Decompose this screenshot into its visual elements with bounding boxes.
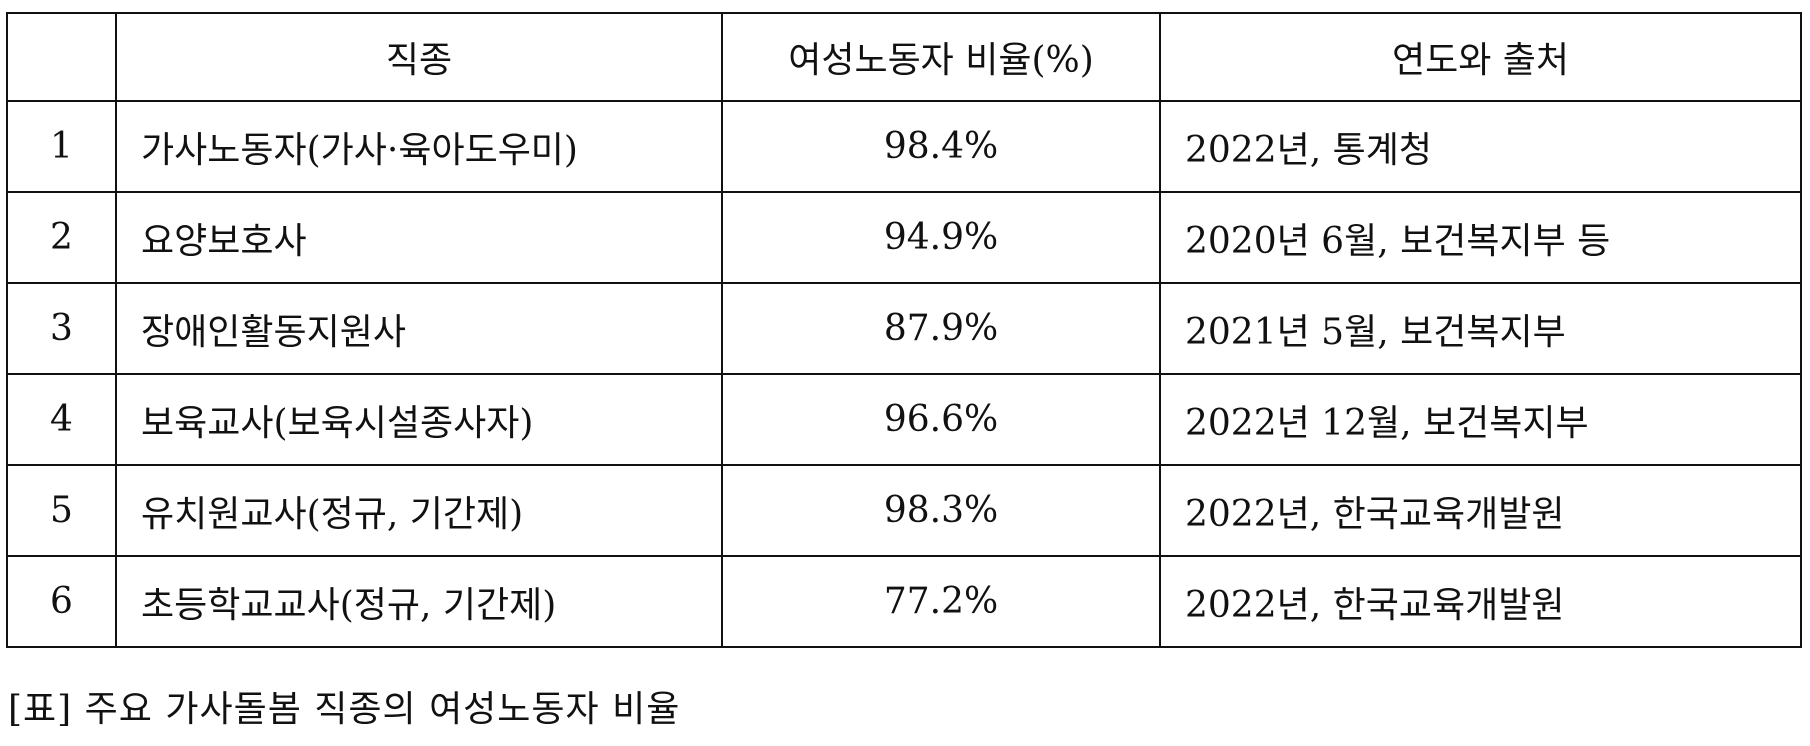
cell-occupation: 유치원교사(정규, 기간제): [115, 464, 723, 557]
cell-female-ratio: 77.2%: [721, 555, 1161, 648]
cell-index: 3: [6, 282, 117, 375]
header-year-source: 연도와 출처: [1159, 12, 1802, 102]
table-row: 3 장애인활동지원사 87.9% 2021년 5월, 보건복지부: [6, 282, 1802, 375]
cell-index: 4: [6, 373, 117, 466]
cell-female-ratio: 87.9%: [721, 282, 1161, 375]
cell-year-source: 2022년, 한국교육개발원: [1159, 555, 1802, 648]
cell-year-source: 2021년 5월, 보건복지부: [1159, 282, 1802, 375]
header-female-ratio: 여성노동자 비율(%): [721, 12, 1161, 102]
cell-female-ratio: 94.9%: [721, 191, 1161, 284]
table-row: 1 가사노동자(가사·육아도우미) 98.4% 2022년, 통계청: [6, 100, 1802, 193]
cell-occupation: 가사노동자(가사·육아도우미): [115, 100, 723, 193]
table-header-row: 직종 여성노동자 비율(%) 연도와 출처: [6, 12, 1802, 102]
table-caption: [표] 주요 가사돌봄 직종의 여성노동자 비율: [8, 689, 681, 730]
cell-occupation: 장애인활동지원사: [115, 282, 723, 375]
cell-index: 5: [6, 464, 117, 557]
header-occupation: 직종: [115, 12, 723, 102]
cell-occupation: 요양보호사: [115, 191, 723, 284]
table-row: 5 유치원교사(정규, 기간제) 98.3% 2022년, 한국교육개발원: [6, 464, 1802, 557]
cell-year-source: 2022년, 통계청: [1159, 100, 1802, 193]
cell-index: 1: [6, 100, 117, 193]
cell-occupation: 초등학교교사(정규, 기간제): [115, 555, 723, 648]
cell-index: 6: [6, 555, 117, 648]
cell-index: 2: [6, 191, 117, 284]
cell-year-source: 2022년, 한국교육개발원: [1159, 464, 1802, 557]
data-table: 직종 여성노동자 비율(%) 연도와 출처 1 가사노동자(가사·육아도우미) 98…: [6, 12, 1802, 648]
cell-female-ratio: 96.6%: [721, 373, 1161, 466]
table-row: 2 요양보호사 94.9% 2020년 6월, 보건복지부 등: [6, 191, 1802, 284]
table-row: 4 보육교사(보육시설종사자) 96.6% 2022년 12월, 보건복지부: [6, 373, 1802, 466]
cell-year-source: 2020년 6월, 보건복지부 등: [1159, 191, 1802, 284]
cell-year-source: 2022년 12월, 보건복지부: [1159, 373, 1802, 466]
cell-female-ratio: 98.3%: [721, 464, 1161, 557]
cell-occupation: 보육교사(보육시설종사자): [115, 373, 723, 466]
header-index: [6, 12, 117, 102]
table-row: 6 초등학교교사(정규, 기간제) 77.2% 2022년, 한국교육개발원: [6, 555, 1802, 648]
cell-female-ratio: 98.4%: [721, 100, 1161, 193]
